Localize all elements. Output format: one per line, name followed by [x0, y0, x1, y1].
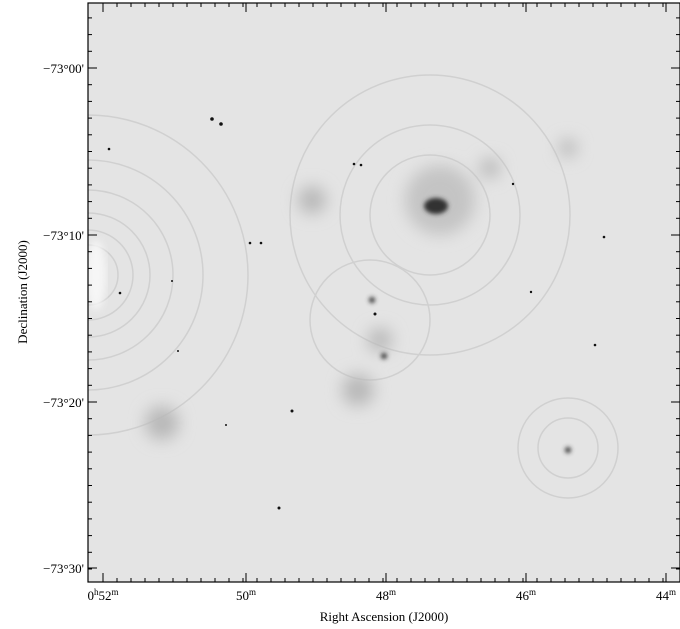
tick-unit: m	[249, 587, 256, 597]
y-tick-label: −73°10'	[43, 228, 84, 243]
tick-number: 52	[98, 588, 111, 603]
x-axis-label: Right Ascension (J2000)	[320, 609, 449, 624]
x-tick-label: 50m	[236, 587, 256, 603]
y-tick-label: −73°30'	[43, 561, 84, 576]
radio-image	[88, 3, 680, 582]
tick-number: 0	[87, 588, 94, 603]
y-tick-label: −73°20'	[43, 395, 84, 410]
x-tick-label: 48m	[376, 587, 396, 603]
tick-number: 48	[376, 588, 389, 603]
tick-unit: m	[529, 587, 536, 597]
plot-frame	[87, 2, 680, 583]
x-tick-label: 44m	[656, 587, 676, 603]
tick-unit: m	[669, 587, 676, 597]
tick-unit: m	[389, 587, 396, 597]
tick-number: 46	[516, 588, 530, 603]
tick-unit: h	[94, 587, 99, 597]
tick-number: 50	[236, 588, 249, 603]
tick-unit: m	[111, 587, 118, 597]
y-axis-label: Declination (J2000)	[15, 240, 30, 344]
x-tick-label: 46m	[516, 587, 536, 603]
tick-number: 44	[656, 588, 670, 603]
y-tick-label: −73°00'	[43, 61, 84, 76]
x-tick-label: 0h52m	[87, 587, 118, 603]
